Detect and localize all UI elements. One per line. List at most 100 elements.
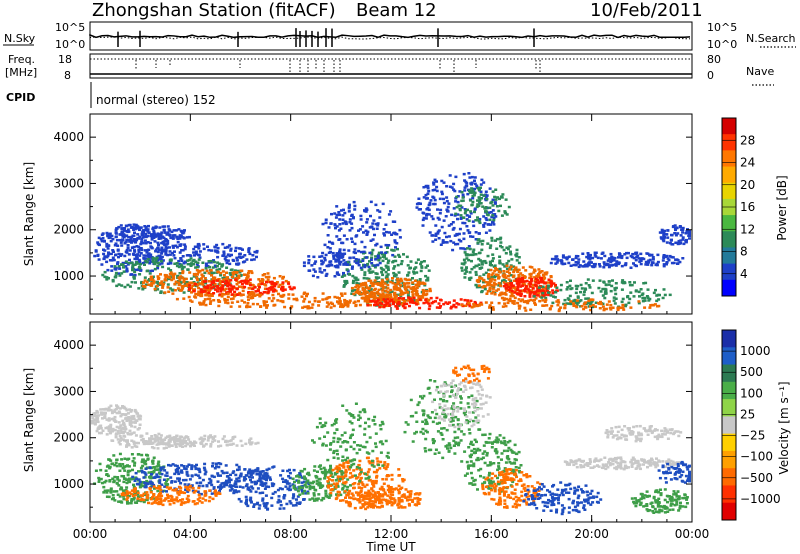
velocity-cell — [126, 496, 130, 499]
power-cell — [477, 188, 481, 192]
velocity-cell — [246, 488, 250, 491]
power-cell — [173, 262, 177, 265]
power-cell — [404, 288, 408, 291]
power-cell — [576, 261, 580, 264]
power-cell — [459, 298, 463, 301]
velocity-cell — [291, 504, 295, 507]
power-cell — [621, 279, 625, 282]
power-cell — [272, 290, 275, 293]
velocity-cell — [270, 504, 274, 507]
velocity-cell — [112, 497, 115, 500]
power-cell — [229, 305, 233, 308]
power-cell — [534, 303, 537, 306]
power-cell — [160, 260, 163, 263]
power-cell — [437, 302, 441, 305]
power-cell — [139, 262, 142, 266]
power-cell — [671, 243, 675, 246]
power-cell — [477, 196, 481, 199]
velocity-cell — [228, 481, 231, 484]
power-cell — [553, 296, 557, 299]
velocity-cell — [165, 486, 169, 489]
velocity-cell — [273, 490, 277, 494]
velocity-cell — [225, 471, 229, 474]
velocity-cell — [155, 486, 159, 490]
power-cell — [187, 295, 191, 299]
velocity-cell — [125, 494, 129, 497]
power-cell — [688, 237, 691, 240]
velocity-cell — [125, 481, 129, 485]
power-cell — [185, 236, 189, 239]
power-cell — [231, 258, 235, 262]
power-cell — [684, 232, 688, 235]
velocity-cell — [313, 465, 317, 468]
velocity-cell — [159, 434, 163, 437]
velocity-cell — [226, 474, 230, 478]
velocity-cell — [140, 497, 144, 501]
velocity-cell — [157, 494, 161, 497]
power-cell — [168, 287, 172, 290]
power-cell — [265, 281, 268, 284]
power-cell — [469, 299, 473, 303]
velocity-cell — [136, 415, 140, 418]
power-cell — [266, 278, 270, 281]
power-cell — [238, 252, 242, 256]
power-cell — [320, 262, 324, 266]
velocity-cell — [107, 429, 111, 433]
power-cell — [365, 208, 369, 212]
power-cell — [384, 257, 388, 260]
power-cell — [490, 273, 494, 277]
power-cell — [675, 226, 679, 229]
velocity-cell — [120, 458, 124, 461]
velocity-cell — [169, 476, 173, 479]
power-cell — [628, 297, 632, 301]
power-cell — [135, 261, 139, 264]
power-cell — [537, 268, 541, 271]
power-cell — [535, 289, 539, 293]
power-cell — [204, 303, 208, 307]
velocity-cell — [119, 464, 123, 468]
power-cell — [533, 301, 537, 305]
power-cell — [105, 255, 109, 259]
power-cell — [232, 272, 235, 276]
power-cell — [210, 294, 214, 297]
power-cell — [403, 285, 407, 288]
power-cell — [193, 245, 197, 248]
velocity-cell — [239, 500, 243, 503]
velocity-cell — [136, 491, 140, 495]
power-cell — [151, 282, 155, 285]
power-cell — [358, 290, 362, 294]
power-cell — [611, 263, 615, 267]
power-cell — [499, 236, 503, 240]
power-cell — [352, 292, 356, 296]
power-cell — [212, 276, 215, 279]
velocity-cell — [167, 439, 171, 442]
freq-tick-bottom: 8 — [64, 69, 71, 82]
velocity-cell — [111, 494, 115, 497]
power-cell — [342, 259, 346, 262]
power-cell — [512, 270, 516, 274]
power-cell — [363, 265, 367, 269]
power-cell — [438, 212, 442, 215]
power-cell — [494, 267, 497, 270]
power-cell — [138, 267, 142, 270]
power-cell — [449, 307, 453, 310]
power-cell — [599, 302, 603, 306]
power-cell — [341, 218, 345, 221]
power-cell — [486, 223, 490, 226]
power-cell — [469, 199, 472, 202]
power-cell — [476, 280, 480, 284]
power-cell — [557, 308, 561, 311]
power-cell — [648, 258, 652, 262]
power-cell — [478, 259, 482, 262]
velocity-cell — [155, 468, 159, 471]
power-cell — [591, 303, 595, 307]
power-cell — [365, 221, 369, 224]
power-cell — [445, 241, 449, 244]
power-cell — [105, 231, 109, 235]
power-cell — [440, 192, 444, 196]
cpid-label: CPID — [6, 91, 35, 104]
power-cell — [387, 259, 391, 262]
velocity-cell — [154, 436, 158, 439]
power-cell — [203, 289, 207, 293]
power-cell — [392, 285, 396, 289]
